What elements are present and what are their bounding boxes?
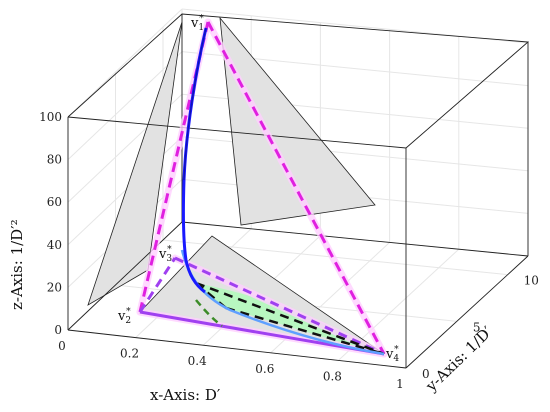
curve-main-shade [183,27,207,181]
x-tick-label: 0 [58,339,66,353]
z-tick-label: 20 [47,280,62,294]
x-tick-label: 0.8 [323,369,342,383]
edge-v1-v4 [206,21,386,355]
vertex-label-v2: v2* [117,307,131,326]
z-tick-label: 80 [47,153,62,167]
vertex-label-v1: v1* [190,14,204,33]
x-tick-label: 0.4 [188,354,207,368]
z-tick-label: 0 [54,323,62,337]
y-axis-label: y-Axis: 1/D′ [422,322,497,395]
vertex-label-v3: v3* [158,245,172,264]
green-curve [195,299,223,327]
x-tick-label: 0.6 [255,362,274,376]
vertex-label-v4: v4* [385,345,399,364]
x-tick-label: 1 [396,377,404,391]
z-axis-label: z-Axis: 1/D′² [8,219,26,310]
x-tick-label: 0.2 [120,347,139,361]
edge-v3-v4 [174,256,385,356]
y-tick-label: 5 [473,320,481,334]
left-wall-projection [87,21,183,306]
vertex-labels: v1* v2* v3* v4* [117,14,399,364]
z-tick-label: 100 [39,110,62,124]
y-tick-label: 0 [422,367,430,381]
z-tick-label: 60 [47,195,62,209]
edge-v2-v3 [138,257,177,313]
x-axis-label: x-Axis: D′ [150,386,221,404]
y-tick-label: 10 [524,274,539,288]
z-tick-label: 40 [47,238,62,252]
